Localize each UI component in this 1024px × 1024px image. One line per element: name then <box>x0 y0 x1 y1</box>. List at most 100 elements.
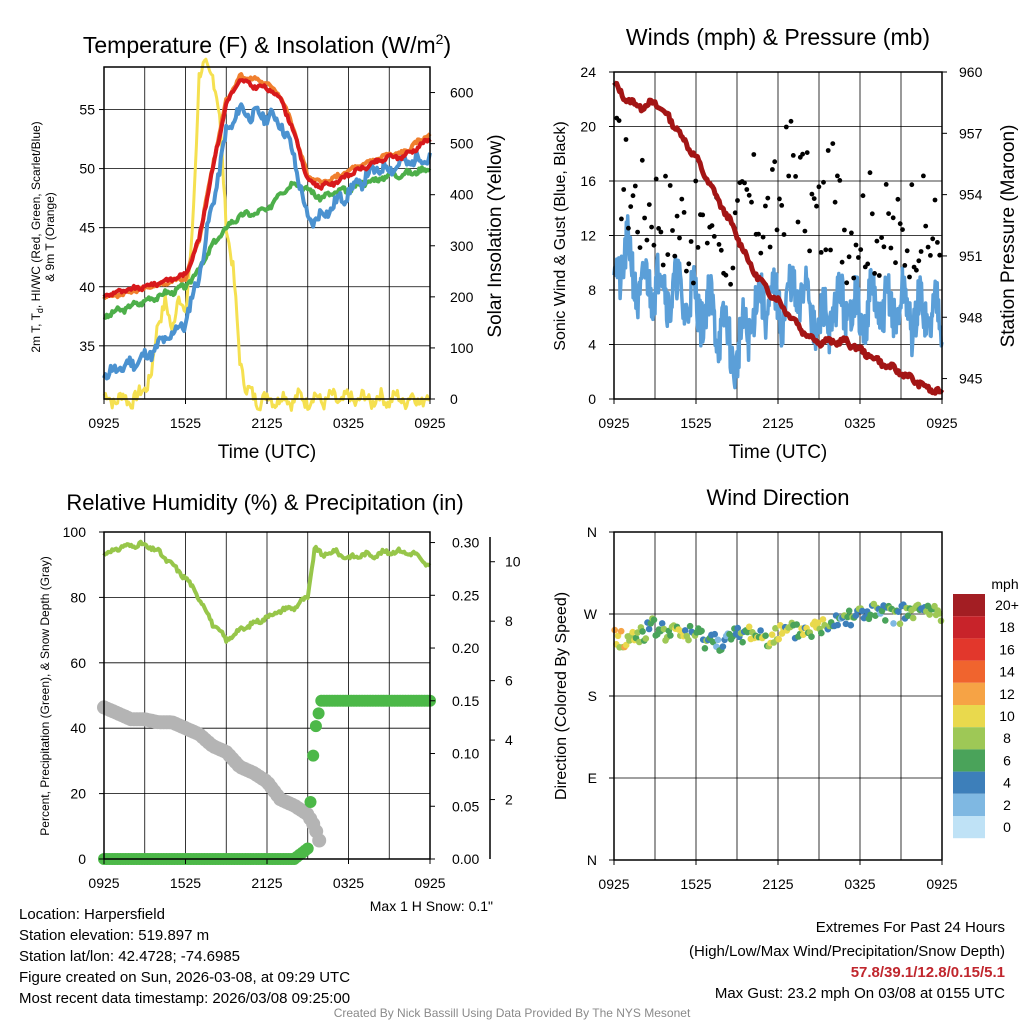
rh-snow-note: Max 1 H Snow: 0.1" <box>370 898 493 914</box>
wind-direction-point <box>818 629 825 637</box>
temp-y-label-line1: 2m T, Td, HI/WC (Red, Green, Scarlet/Blu… <box>29 121 45 352</box>
gust-point <box>888 245 894 251</box>
gust-point <box>830 141 836 147</box>
x-tick-label: 0925 <box>414 875 445 891</box>
x-tick-label: 0325 <box>844 876 875 892</box>
wind-direction-point <box>762 632 769 639</box>
x-tick-label: 2125 <box>251 415 282 431</box>
y-tick-label: 0.00 <box>452 851 479 867</box>
gust-point <box>844 280 850 286</box>
y-tick-label: 960 <box>959 64 983 80</box>
rh-y-ticks-left: 0 20 40 60 80 100 <box>63 524 104 867</box>
x-tick-label: 0925 <box>88 415 119 431</box>
precipitation-point <box>312 707 325 720</box>
precipitation-point <box>307 749 320 762</box>
legend-label: 0 <box>1003 819 1011 835</box>
wind-y-ticks-right: 945 948 951 954 957 960 <box>942 64 983 387</box>
gust-point <box>809 191 815 197</box>
dir-y-label-left: Direction (Colored By Speed) <box>553 592 570 800</box>
wind-series <box>612 80 945 396</box>
precipitation-point <box>309 720 322 733</box>
gust-point <box>742 180 747 186</box>
gust-point <box>749 199 754 205</box>
gust-point <box>670 228 675 233</box>
gust-point <box>923 223 929 229</box>
gust-point <box>925 244 931 250</box>
wind-direction-point <box>852 612 860 619</box>
legend-label: 18 <box>999 619 1015 635</box>
gust-point <box>886 211 891 217</box>
wind-direction-point <box>895 608 902 615</box>
x-tick-label: 0325 <box>333 415 364 431</box>
y-tick-label: 945 <box>959 371 983 387</box>
wind-direction-point <box>714 636 722 644</box>
legend-label: 12 <box>999 686 1015 702</box>
gust-point <box>853 242 859 248</box>
y-tick-label: 400 <box>450 187 474 203</box>
gust-point <box>879 235 884 241</box>
gust-point <box>637 245 643 251</box>
legend-label: 10 <box>999 708 1015 724</box>
gust-point <box>818 250 824 255</box>
wind-direction-point <box>844 613 851 621</box>
temp-x-ticks: 0925 1525 2125 0325 0925 <box>88 399 446 431</box>
gust-point <box>867 170 873 176</box>
temp-y-ticks-left: 35 40 45 50 55 <box>79 102 104 354</box>
legend-label: 8 <box>1003 730 1011 746</box>
station-pressure-line <box>612 80 945 396</box>
gust-point <box>626 225 631 231</box>
gust-point <box>835 173 840 179</box>
temp-y-label-line2: & 9m T (Orange) <box>43 192 57 282</box>
recent-timestamp: Most recent data timestamp: 2026/03/08 0… <box>19 990 351 1007</box>
wind-y-ticks-left: 0 4 8 12 16 20 24 <box>580 64 614 407</box>
x-tick-label: 1525 <box>170 875 201 891</box>
wind-direction-point <box>937 617 945 625</box>
gust-point <box>674 213 680 219</box>
y-tick-label: 2 <box>505 792 513 808</box>
gust-point <box>718 247 724 253</box>
gust-point <box>802 228 808 234</box>
legend-swatch <box>953 793 985 816</box>
gust-point <box>930 236 936 242</box>
gust-point <box>732 210 738 216</box>
gust-point <box>904 248 910 254</box>
wind-direction-point <box>734 624 741 632</box>
rh-title: Relative Humidity (%) & Precipitation (i… <box>66 490 463 515</box>
legend-swatch <box>953 660 985 683</box>
gust-point <box>649 224 654 230</box>
y-tick-label: 35 <box>79 338 95 354</box>
y-tick-label: 100 <box>450 340 474 356</box>
wind-direction-point <box>634 629 641 636</box>
gust-point <box>872 271 877 276</box>
y-tick-label: 954 <box>959 187 983 203</box>
y-tick-label: S <box>588 688 597 704</box>
dewpoint-line <box>102 165 432 320</box>
y-tick-label: 300 <box>450 238 474 254</box>
y-tick-label: N <box>587 524 597 540</box>
gust-point <box>665 252 671 257</box>
gust-point <box>693 178 699 184</box>
temp-panel: Temperature (F) & Insolation (W/m2) 35 40… <box>29 31 506 463</box>
wind-direction-point <box>698 627 705 635</box>
dir-x-ticks: 0925 1525 2125 0325 0925 <box>598 860 958 892</box>
gust-point <box>730 265 736 271</box>
gust-point <box>677 235 682 241</box>
snow-depth-point <box>312 833 327 848</box>
y-tick-label: 8 <box>588 282 596 298</box>
gust-point <box>856 255 861 260</box>
wind-direction-point <box>650 616 658 624</box>
wind-direction-point <box>617 627 625 635</box>
x-tick-label: 2125 <box>762 876 793 892</box>
y-tick-label: 600 <box>450 85 474 101</box>
gust-point <box>932 197 938 203</box>
gust-point <box>804 150 810 156</box>
gust-point <box>656 226 661 231</box>
station-location: Location: Harpersfield <box>19 906 165 923</box>
wind-direction-point <box>808 633 815 640</box>
gust-point <box>869 211 875 217</box>
x-tick-label: 2125 <box>251 875 282 891</box>
y-tick-label: 45 <box>79 220 95 236</box>
wind-direction-point <box>859 607 866 615</box>
gust-point <box>635 229 640 235</box>
